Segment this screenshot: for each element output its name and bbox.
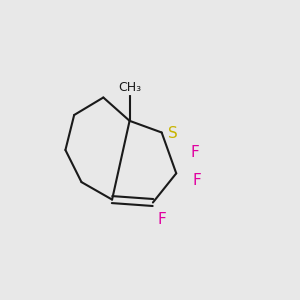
Text: S: S <box>168 126 178 141</box>
Text: F: F <box>157 212 166 227</box>
Text: CH₃: CH₃ <box>118 82 141 94</box>
Text: F: F <box>191 146 200 160</box>
Text: F: F <box>192 173 201 188</box>
